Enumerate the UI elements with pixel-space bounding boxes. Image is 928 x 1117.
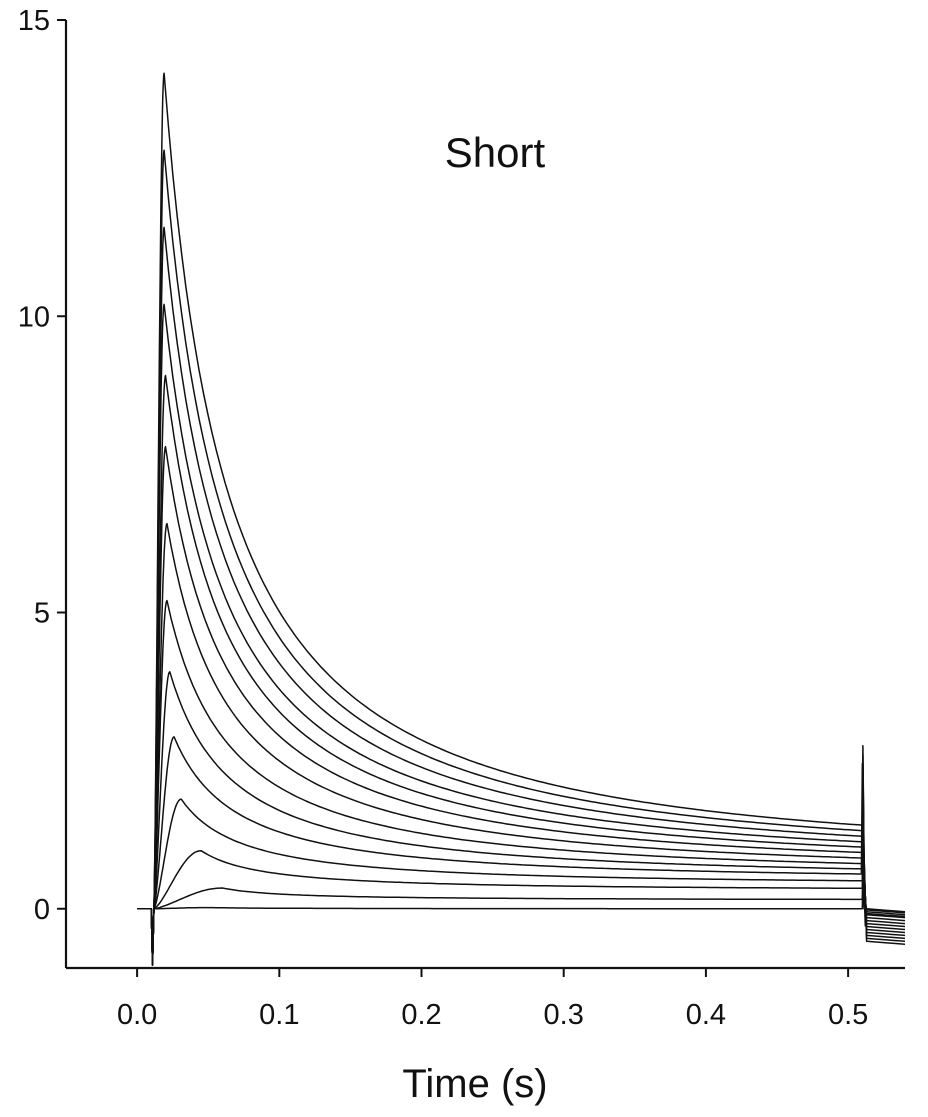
x-tick-label: 0.5 [828, 999, 868, 1031]
x-axis-title: Time (s) [402, 1062, 547, 1106]
annotation-short: Short [445, 129, 546, 176]
trace-line [137, 847, 906, 966]
trace-line [137, 599, 906, 966]
x-tick-label: 0.1 [259, 999, 299, 1031]
trace-line [137, 445, 906, 966]
trace-line [137, 671, 906, 966]
traces [137, 72, 906, 966]
trace-line [137, 226, 906, 966]
trace-line [137, 736, 906, 966]
x-tick-label: 0.0 [117, 999, 157, 1031]
x-tick-label: 0.4 [686, 999, 726, 1031]
trace-line [137, 303, 906, 966]
x-tick-label: 0.3 [544, 999, 584, 1031]
axes [64, 20, 905, 970]
trace-line [137, 374, 906, 966]
trace-line [137, 878, 906, 966]
trace-line [137, 72, 906, 966]
y-tick-label: 0 [34, 894, 50, 926]
trace-line [137, 863, 906, 966]
y-tick-label: 10 [18, 301, 50, 333]
offset-spike [860, 762, 867, 927]
trace-line [137, 522, 906, 966]
x-tick-label: 0.2 [401, 999, 441, 1031]
y-tick-label: 5 [34, 598, 50, 630]
y-tick-label: 15 [18, 5, 50, 37]
trace-line [137, 798, 906, 966]
ticks: 0.0 0.1 0.2 0.3 0.4 0.5 0 5 10 15 [18, 5, 869, 1031]
trace-line [137, 149, 906, 966]
